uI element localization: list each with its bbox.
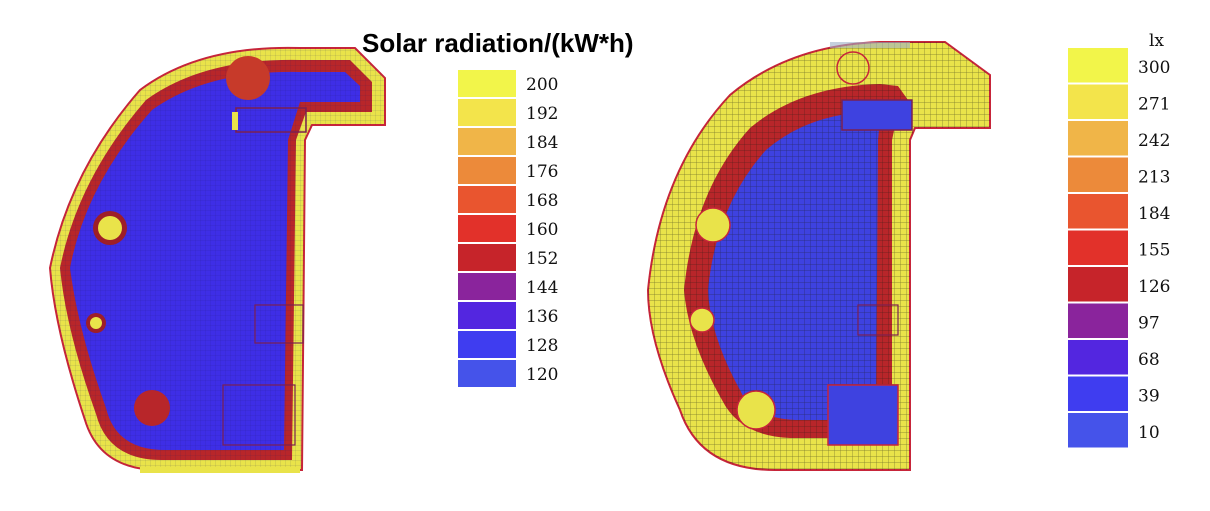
legend-left-tick-label: 128 [526, 336, 558, 356]
legend-right-swatch-0 [1068, 48, 1128, 83]
hotspot-left-top [226, 56, 270, 100]
hotspot-left-bottom [134, 390, 170, 426]
legend-left-swatch-2 [458, 128, 516, 155]
legend-left-swatch-8 [458, 302, 516, 329]
legend-right-tick-label: 271 [1138, 95, 1170, 115]
legend-right-tick-label: 97 [1138, 314, 1160, 334]
legend-left-tick-label: 192 [526, 104, 558, 124]
legend-right-tick-label: 126 [1138, 277, 1170, 297]
legend-left-tick-label: 160 [526, 220, 558, 240]
legend-left-swatch-4 [458, 186, 516, 213]
legend-left-tick-label: 144 [526, 278, 558, 298]
floor-plan-right [646, 41, 991, 471]
legend-left-tick-label: 136 [526, 307, 558, 327]
legend-left-tick-label: 152 [526, 249, 558, 269]
legend-right-tick-label: 10 [1138, 423, 1160, 443]
legend-right-swatch-1 [1068, 84, 1128, 119]
legend-left-swatch-10 [458, 360, 516, 387]
legend-right: 300 271 242 213 184 155 126 97 68 39 10 [1068, 48, 1170, 448]
legend-left-swatch-0 [458, 70, 516, 97]
legend-left-swatch-1 [458, 99, 516, 126]
legend-left-tick-label: 176 [526, 162, 558, 182]
legend-right-swatch-10 [1068, 413, 1128, 448]
legend-right-tick-label: 242 [1138, 131, 1170, 151]
legend-left-tick-label: 120 [526, 365, 558, 385]
floor-plan-left [48, 46, 386, 473]
legend-right-swatch-8 [1068, 340, 1128, 375]
legend-right-tick-label: 300 [1138, 58, 1170, 78]
legend-right-tick-label: 213 [1138, 168, 1170, 188]
legend-right-tick-label: 155 [1138, 241, 1170, 261]
legend-right-tick-label: 68 [1138, 350, 1160, 370]
legend-right-swatch-5 [1068, 230, 1128, 265]
legend-left-swatch-9 [458, 331, 516, 358]
legend-right-swatch-6 [1068, 267, 1128, 302]
legend-left-swatch-5 [458, 215, 516, 242]
legend-right-swatch-3 [1068, 157, 1128, 192]
legend-right-tick-label: 184 [1138, 204, 1170, 224]
legend-left-tick-label: 184 [526, 133, 558, 153]
legend-right-swatch-7 [1068, 303, 1128, 338]
legend-left-swatch-6 [458, 244, 516, 271]
legend-right-tick-label: 39 [1138, 387, 1160, 407]
legend-left-swatch-3 [458, 157, 516, 184]
legend-left-tick-label: 168 [526, 191, 558, 211]
legend-left: 200 192 184 176 168 160 152 144 136 128 120 [458, 70, 558, 387]
legend-right-swatch-9 [1068, 376, 1128, 411]
legend-left-tick-label: 200 [526, 75, 558, 95]
legend-right-swatch-2 [1068, 121, 1128, 156]
chart-title: Solar radiation/(kW*h) [362, 28, 634, 58]
legend-left-swatch-7 [458, 273, 516, 300]
legend-unit-right: lx [1149, 31, 1164, 51]
legend-right-swatch-4 [1068, 194, 1128, 229]
